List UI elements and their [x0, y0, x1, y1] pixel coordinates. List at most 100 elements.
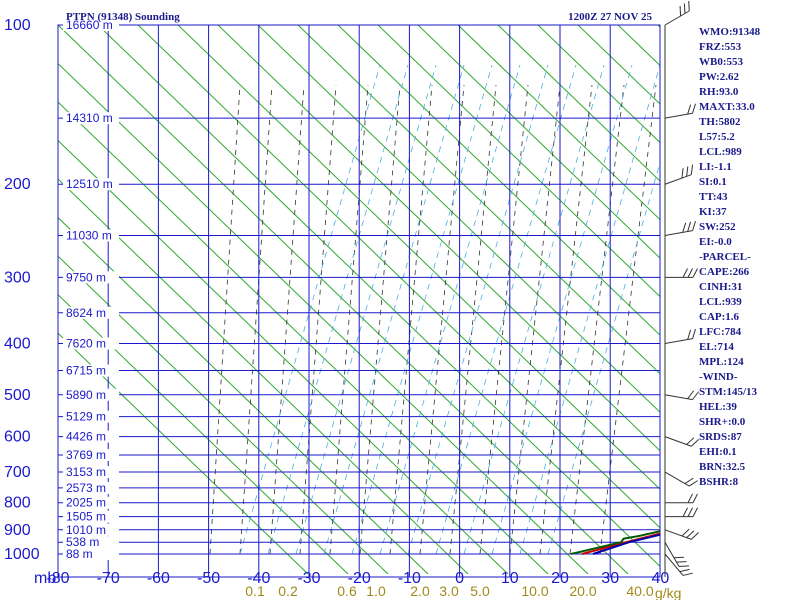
pressure-tick-label: 900 [4, 522, 31, 539]
barb-feather [682, 572, 693, 576]
dry-adiabat [97, 25, 660, 567]
barb-feather [681, 528, 690, 537]
height-label-bg [63, 337, 119, 350]
barb-feather [687, 268, 693, 278]
barb-feather [690, 164, 694, 175]
index-item: WMO:91348 [699, 26, 761, 38]
temp-tick-label: -30 [297, 570, 320, 587]
moist-adiabat [239, 84, 273, 555]
index-item: BRN:32.5 [699, 461, 746, 473]
barb-staff [664, 338, 693, 344]
index-item: -PARCEL- [699, 251, 751, 263]
barb-staff [664, 112, 693, 119]
wind-barb [664, 0, 690, 26]
pressure-tick-label: 100 [4, 17, 31, 34]
height-labels: 16660 m 14310 m 12510 m 11030 m 9750 m 8624 m… [63, 18, 119, 561]
moist-adiabat [209, 84, 241, 555]
moist-adiabat [449, 84, 497, 555]
index-item: EL:714 [699, 341, 734, 353]
pressure-tick-label: 200 [4, 176, 31, 193]
temp-tick-label: -50 [197, 570, 220, 587]
wind-barb [664, 471, 698, 487]
moist-adiabat [269, 84, 305, 555]
index-item: TT:43 [699, 191, 728, 203]
moist-adiabat [299, 84, 337, 555]
dry-adiabat [177, 25, 660, 490]
moist-adiabat [329, 84, 369, 555]
wind-barb [664, 103, 696, 119]
barb-feather [692, 507, 698, 517]
height-label: 1505 m [66, 510, 106, 524]
index-item: SRDS:87 [699, 431, 742, 443]
barb-staff [664, 436, 692, 447]
index-item: SI:0.1 [699, 176, 727, 188]
height-label-bg [63, 229, 119, 242]
temp-tick-label: -10 [398, 570, 421, 587]
mixing-ratio-label: 5.0 [470, 583, 490, 599]
height-label: 12510 m [66, 177, 113, 191]
index-item: RH:93.0 [699, 86, 739, 98]
mixing-ratio-label: 40.0 [626, 583, 653, 599]
dry-adiabat [137, 25, 660, 529]
dry-adiabat [337, 25, 660, 336]
temp-tick-label: 10 [501, 570, 519, 587]
height-label-bg [63, 306, 119, 319]
index-item: WB0:553 [699, 56, 744, 68]
height-label-bg [63, 19, 119, 31]
wind-barbs [664, 0, 699, 577]
temp-tick-label: -20 [348, 570, 371, 587]
barb-feather [684, 477, 694, 484]
barb-feather [686, 437, 695, 445]
wind-barb [664, 436, 699, 447]
barb-feather [688, 480, 698, 487]
barb-feather [679, 568, 690, 573]
index-item: CAPE:266 [699, 266, 750, 278]
index-item: STM:145/13 [699, 386, 758, 398]
index-item: LCL:939 [699, 296, 742, 308]
indices-panel: WMO:91348 FRZ:553 WB0:553 PW:2.62 RH:93.0 MAX… [699, 26, 761, 488]
chart-time: 1200Z 27 NOV 25 [568, 11, 652, 23]
barb-feather [692, 493, 698, 503]
series-temperature [581, 532, 660, 555]
dry-adiabat [417, 25, 660, 259]
height-label: 5890 m [66, 388, 106, 402]
pressure-tick-label: 400 [4, 335, 31, 352]
index-item: EHI:0.1 [699, 446, 737, 458]
wind-barb [664, 541, 690, 567]
plot-frame [57, 24, 661, 578]
barb-feather [687, 221, 692, 232]
mixing-ratio-label: 20.0 [569, 583, 596, 599]
barb-feather [692, 220, 696, 231]
height-label: 9750 m [66, 270, 106, 284]
dry-adiabat [58, 255, 389, 575]
temp-tick-label: 0 [455, 570, 464, 587]
barb-feather [690, 532, 699, 540]
index-item: HEL:39 [699, 401, 737, 413]
barb-feather [681, 168, 684, 179]
barb-feather [687, 329, 692, 340]
moist-adiabat [509, 84, 561, 555]
dry-adiabat [457, 25, 660, 221]
dry-adiabat [58, 293, 349, 575]
mixing-ratio-line [239, 64, 381, 555]
moist-adiabat [419, 84, 465, 555]
wind-barb [664, 164, 694, 185]
height-label-bg [63, 466, 119, 479]
mixing-ratio-label: 3.0 [439, 583, 459, 599]
series-group [570, 530, 660, 555]
mixing-ratio-line [547, 161, 660, 555]
moist-adiabat [569, 84, 625, 555]
series-dewpoint [570, 530, 660, 555]
height-label: 6715 m [66, 364, 106, 378]
mixing-ratio-label: 1.0 [366, 583, 386, 599]
height-label-bg [63, 548, 119, 560]
barb-feather [692, 268, 698, 278]
height-label-bg [63, 510, 119, 523]
temp-tick-label: -80 [46, 570, 69, 587]
height-label-bg [63, 496, 119, 509]
moist-adiabat [389, 84, 433, 555]
temp-tick-label: 20 [551, 570, 569, 587]
temp-tick-label: 30 [601, 570, 619, 587]
height-label: 538 m [66, 535, 99, 549]
mixing-ratio-line [407, 64, 549, 555]
